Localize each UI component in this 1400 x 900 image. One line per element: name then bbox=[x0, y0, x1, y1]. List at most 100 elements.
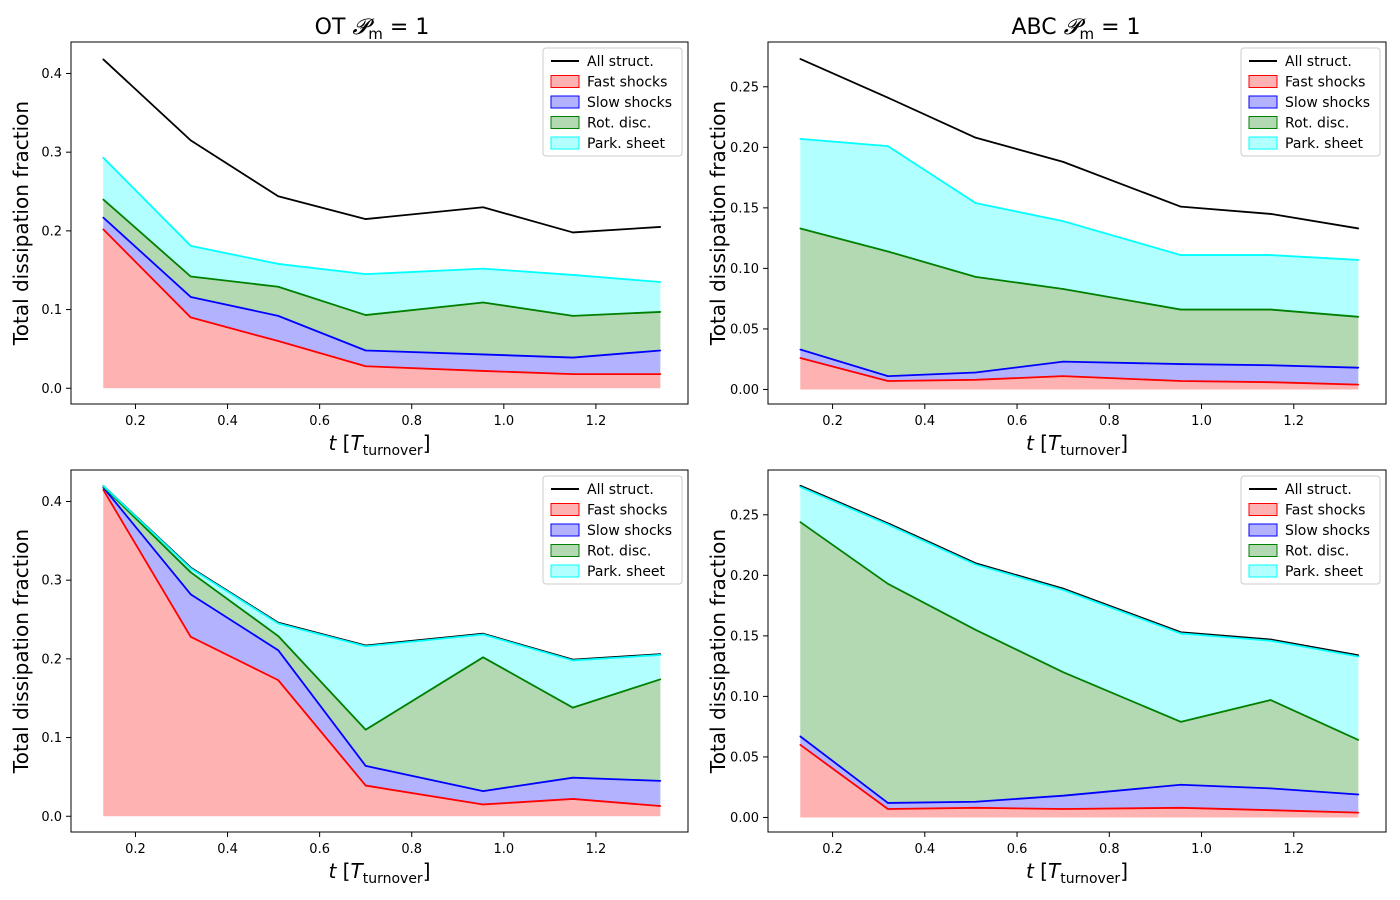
legend-swatch-fast-shocks bbox=[550, 75, 580, 88]
point-slow-shocks-6 bbox=[1357, 793, 1360, 796]
x-tick-label: 0.6 bbox=[309, 842, 330, 857]
point-slow-shocks-5 bbox=[1269, 787, 1272, 790]
point-rot-disc-4 bbox=[482, 301, 484, 304]
point-all-struct-5 bbox=[1269, 213, 1272, 215]
panel-1: 0.2 0.4 0.6 0.8 1.0 1.2 0.00 0.05 0.10 0.15 0.20 0.… bbox=[706, 41, 1387, 459]
point-rot-disc-3 bbox=[1062, 671, 1064, 673]
point-park-sheet-5 bbox=[572, 659, 574, 662]
point-all-struct-4 bbox=[482, 206, 484, 209]
area-slow-shocks bbox=[800, 736, 1359, 813]
y-axis-label: Total dissipation fraction bbox=[706, 529, 730, 774]
point-all-struct-6 bbox=[1357, 227, 1360, 230]
point-park-sheet-5 bbox=[1269, 254, 1272, 256]
point-rot-disc-4 bbox=[1179, 721, 1182, 723]
y-tick-label: 0.0 bbox=[41, 810, 62, 825]
point-fast-shocks-1 bbox=[189, 316, 192, 319]
point-rot-disc-0 bbox=[799, 521, 802, 523]
point-fast-shocks-6 bbox=[1357, 811, 1360, 814]
point-rot-disc-4 bbox=[482, 656, 484, 659]
point-fast-shocks-4 bbox=[1179, 380, 1182, 382]
legend-swatch-park-sheet bbox=[550, 136, 580, 150]
point-park-sheet-4 bbox=[482, 267, 484, 270]
point-fast-shocks-2 bbox=[974, 378, 977, 381]
point-fast-shocks-0 bbox=[799, 357, 802, 359]
legend-label-slow-shocks: Slow shocks bbox=[587, 95, 672, 111]
x-tick-label: 0.4 bbox=[914, 414, 935, 429]
point-rot-disc-2 bbox=[974, 629, 977, 631]
point-rot-disc-3 bbox=[364, 728, 367, 731]
area-fast-shocks bbox=[103, 489, 661, 817]
y-tick-label: 0.10 bbox=[730, 262, 759, 277]
y-tick-label: 0.4 bbox=[41, 495, 62, 510]
point-slow-shocks-1 bbox=[189, 593, 192, 596]
point-all-struct-2 bbox=[277, 195, 280, 198]
x-tick-label: 0.6 bbox=[1007, 414, 1028, 429]
legend-swatch-rot-disc bbox=[1248, 116, 1278, 129]
legend-swatch-rot-disc bbox=[550, 544, 580, 557]
x-tick-label: 0.8 bbox=[1099, 414, 1120, 429]
area-park-sheet bbox=[800, 138, 1359, 317]
panel-title-ot: OT 𝓟m = 1 bbox=[315, 15, 430, 43]
legend-swatch-rot-disc bbox=[550, 116, 580, 129]
point-park-sheet-0 bbox=[799, 486, 802, 488]
point-slow-shocks-1 bbox=[887, 802, 889, 804]
y-tick-label: 0.1 bbox=[41, 303, 62, 318]
point-park-sheet-0 bbox=[102, 484, 105, 487]
legend-label-fast-shocks: Fast shocks bbox=[1285, 503, 1365, 519]
point-slow-shocks-3 bbox=[364, 349, 367, 352]
area-fast-shocks bbox=[103, 229, 661, 389]
x-tick-label: 1.2 bbox=[1283, 842, 1304, 857]
legend-label-all-struct: All struct. bbox=[587, 54, 654, 70]
area-slow-shocks bbox=[103, 217, 661, 375]
legend-swatch-park-sheet bbox=[1248, 564, 1278, 578]
point-fast-shocks-3 bbox=[1062, 375, 1064, 377]
point-all-struct-1 bbox=[189, 139, 192, 142]
area-park-sheet bbox=[800, 486, 1359, 740]
point-all-struct-6 bbox=[659, 226, 662, 228]
panel-title-abc: ABC 𝓟m = 1 bbox=[1011, 15, 1140, 43]
x-tick-label: 1.2 bbox=[1283, 414, 1304, 429]
area-slow-shocks bbox=[103, 487, 661, 807]
point-park-sheet-5 bbox=[572, 274, 574, 276]
point-fast-shocks-4 bbox=[1179, 806, 1182, 809]
x-axis-label: t [Tturnover] bbox=[328, 431, 430, 459]
point-rot-disc-3 bbox=[364, 314, 367, 316]
point-slow-shocks-4 bbox=[482, 353, 484, 356]
point-slow-shocks-5 bbox=[572, 776, 574, 779]
point-all-struct-1 bbox=[887, 96, 889, 99]
area-park-sheet bbox=[103, 485, 661, 730]
x-tick-label: 0.2 bbox=[125, 842, 146, 857]
point-park-sheet-3 bbox=[364, 273, 367, 275]
axes-frame bbox=[70, 469, 689, 833]
point-park-sheet-0 bbox=[799, 138, 802, 140]
point-fast-shocks-3 bbox=[364, 365, 367, 368]
point-slow-shocks-2 bbox=[974, 800, 977, 803]
point-park-sheet-2 bbox=[277, 622, 280, 625]
point-rot-disc-1 bbox=[887, 250, 889, 253]
point-fast-shocks-1 bbox=[887, 380, 889, 382]
x-tick-label: 1.2 bbox=[586, 842, 607, 857]
point-fast-shocks-5 bbox=[1269, 809, 1272, 812]
point-fast-shocks-2 bbox=[277, 679, 280, 681]
y-tick-label: 0.2 bbox=[41, 224, 62, 239]
point-rot-disc-6 bbox=[1357, 739, 1360, 741]
y-tick-label: 0.1 bbox=[41, 731, 62, 746]
legend-swatch-rot-disc bbox=[1248, 544, 1278, 557]
y-tick-label: 0.05 bbox=[730, 322, 759, 337]
point-park-sheet-4 bbox=[1179, 632, 1182, 635]
point-all-struct-3 bbox=[1062, 161, 1064, 163]
y-tick-label: 0.4 bbox=[41, 67, 62, 82]
point-park-sheet-1 bbox=[887, 145, 889, 147]
point-fast-shocks-3 bbox=[1062, 808, 1064, 810]
axes-frame bbox=[767, 41, 1387, 405]
point-all-struct-2 bbox=[974, 136, 977, 139]
point-slow-shocks-4 bbox=[1179, 363, 1182, 365]
point-all-struct-3 bbox=[364, 218, 367, 220]
x-tick-label: 0.8 bbox=[401, 414, 422, 429]
point-rot-disc-3 bbox=[1062, 288, 1064, 290]
point-park-sheet-2 bbox=[974, 563, 977, 566]
point-park-sheet-3 bbox=[1062, 589, 1064, 591]
point-fast-shocks-4 bbox=[482, 803, 484, 806]
legend-label-rot-disc: Rot. disc. bbox=[1285, 544, 1349, 560]
point-rot-disc-5 bbox=[1269, 308, 1272, 311]
